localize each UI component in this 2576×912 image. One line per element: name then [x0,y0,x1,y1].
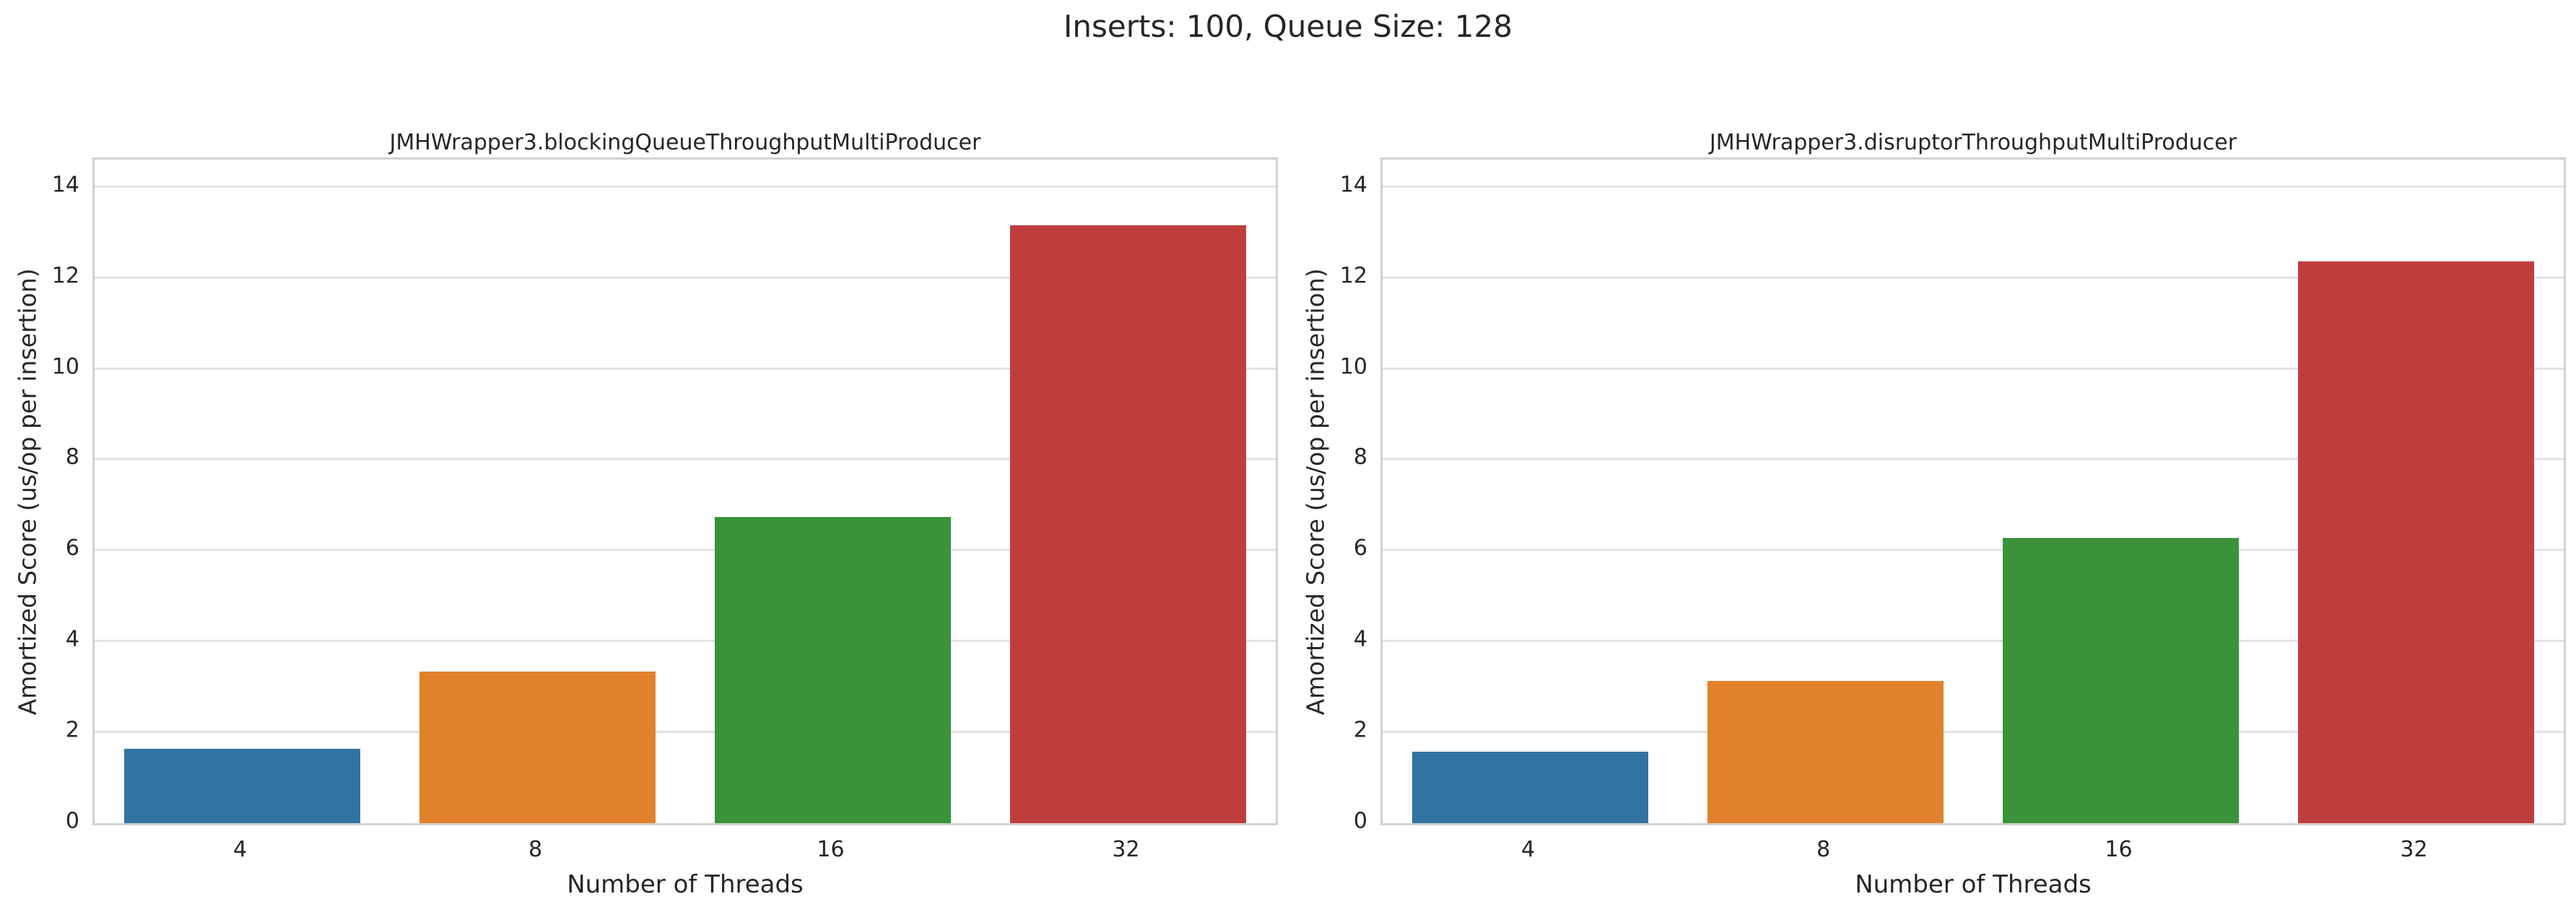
grid-line [1383,458,2564,461]
bar-8-threads [419,672,656,823]
grid-line [1383,185,2564,188]
grid-line [95,731,1276,734]
grid-line [1383,276,2564,279]
x-axis-label: Number of Threads [1855,870,2092,899]
y-tick-label: 6 [1353,535,1367,561]
y-tick-label: 6 [65,535,79,561]
bar-32-threads [2297,261,2535,823]
grid-line [95,640,1276,643]
y-tick-label: 12 [1339,263,1367,289]
x-tick-label: 4 [1520,837,1536,862]
chart-panel-blocking-queue: JMHWrapper3.blockingQueueThroughputMulti… [13,130,1278,899]
y-tick-label: 2 [65,717,79,743]
y-tick-label: 10 [51,354,79,380]
x-tick-label: 16 [817,837,845,862]
y-tick-label: 8 [1353,444,1367,470]
grid-line [95,367,1276,370]
chart-panel-disruptor: JMHWrapper3.disruptorThroughputMultiProd… [1288,0,2576,912]
bar-4-threads [1411,752,1649,823]
x-tick-label: 4 [232,837,248,862]
bar-16-threads [714,517,952,823]
plot-area [92,157,1278,825]
x-tick-label: 32 [1112,837,1140,862]
y-tick-label: 14 [1339,172,1367,198]
x-tick-label: 8 [1816,837,1831,862]
y-tick-label: 14 [51,172,79,198]
x-tick-label: 8 [528,837,543,862]
x-tick-label: 16 [2105,837,2133,862]
y-tick-label: 0 [65,808,79,834]
bar-4-threads [123,749,361,823]
plot-area [1380,157,2566,825]
figure-title: Inserts: 100, Queue Size: 128 [1063,9,1513,44]
grid-line [1383,640,2564,643]
grid-line [95,185,1276,188]
grid-line [1383,731,2564,734]
axes-title: JMHWrapper3.blockingQueueThroughputMulti… [389,130,981,155]
bar-16-threads [2002,537,2240,823]
bar-8-threads [1707,680,1944,823]
axes-title: JMHWrapper3.disruptorThroughputMultiProd… [1709,130,2237,155]
bar-32-threads [1009,225,1247,823]
y-tick-label: 0 [1353,808,1367,834]
grid-line [95,276,1276,279]
grid-line [1383,549,2564,552]
y-tick-label: 2 [1353,717,1367,743]
grid-line [95,549,1276,552]
y-tick-label: 4 [1353,626,1367,652]
y-axis-label: Amortized Score (us/op per insertion) [13,268,42,716]
grid-line [1383,367,2564,370]
x-axis-label: Number of Threads [567,870,804,899]
y-tick-label: 4 [65,626,79,652]
grid-line [95,458,1276,461]
x-tick-label: 32 [2400,837,2428,862]
y-tick-label: 10 [1339,354,1367,380]
y-tick-label: 8 [65,444,79,470]
y-tick-label: 12 [51,263,79,289]
y-axis-label: Amortized Score (us/op per insertion) [1301,268,1330,716]
